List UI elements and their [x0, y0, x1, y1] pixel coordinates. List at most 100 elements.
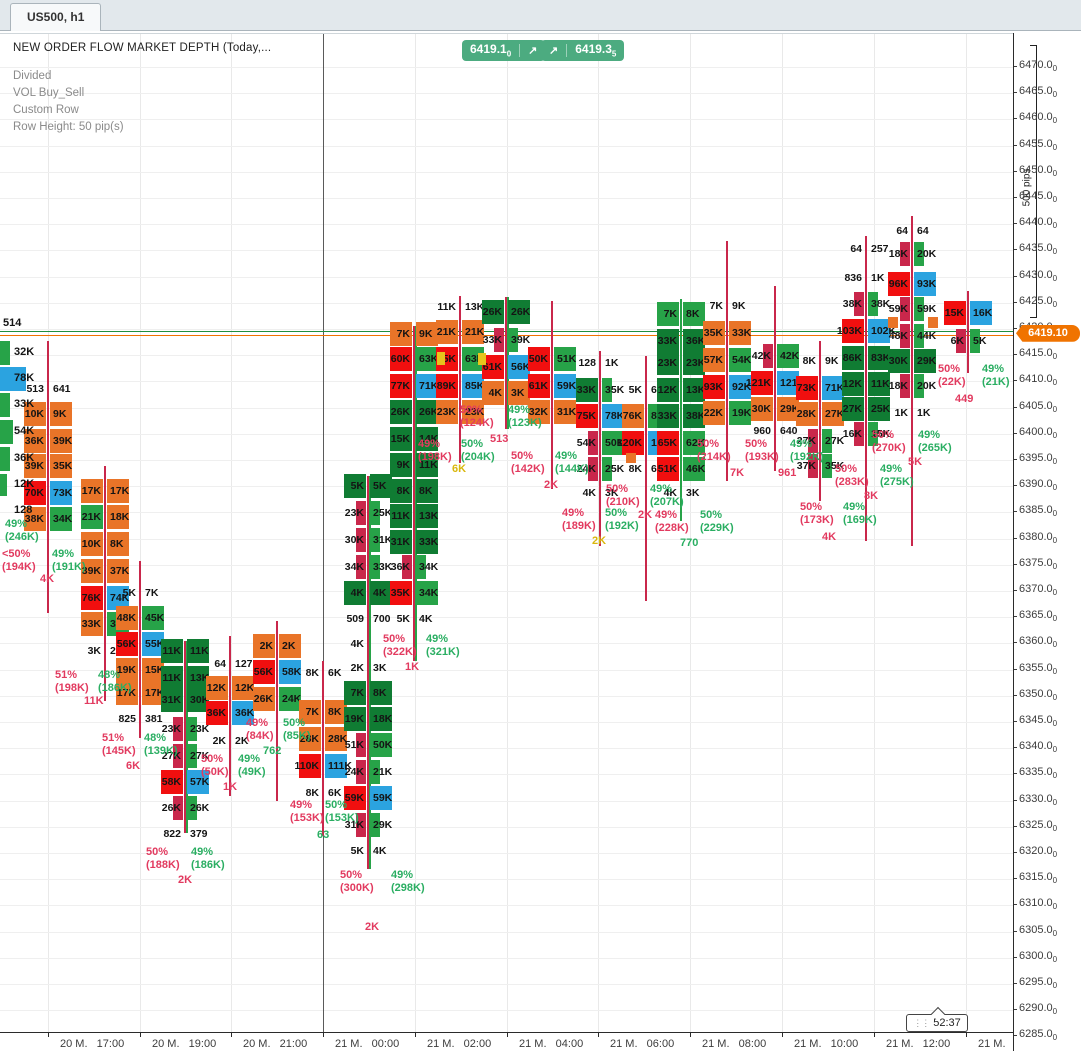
volume-cell-sell: [206, 701, 228, 725]
volume-label-sell: 836: [844, 272, 862, 284]
candle-wick: [229, 636, 231, 796]
candle-wick: [551, 301, 553, 489]
volume-label-sell: 509: [346, 613, 364, 625]
volume-cell-buy: [729, 401, 751, 425]
badge-value: 6419.10: [470, 42, 512, 59]
volume-cell-sell: [390, 347, 412, 371]
volume-cell-buy: [777, 344, 799, 368]
price-axis-tick: [1014, 197, 1017, 198]
indicator-title[interactable]: NEW ORDER FLOW MARKET DEPTH (Today,...: [13, 42, 272, 54]
candle-wick: [967, 291, 969, 373]
price-axis-tick: [1014, 956, 1017, 958]
gridline-horizontal: [0, 643, 1013, 645]
volume-label-sell: 2K: [350, 662, 364, 674]
tab-us500-h1[interactable]: US500, h1: [10, 3, 102, 31]
volume-label-sell: 76K: [622, 410, 642, 422]
price-axis-tick: [1014, 721, 1017, 722]
price-axis[interactable]: 500 pips 6470.00 6465.00 6460.00 6455.00 645…: [1013, 33, 1081, 1051]
volume-label-buy: 25K: [605, 463, 625, 475]
delta-percent-annotation: 49% (191K): [52, 548, 86, 573]
delta-percent-annotation: 48% (139K): [144, 732, 178, 757]
volume-cell-sell: [842, 372, 864, 396]
price-axis-tick: [1014, 668, 1017, 670]
gridline-horizontal: [0, 276, 1013, 278]
volume-label-buy: 8K: [419, 485, 433, 497]
volume-label-sell: 16K: [842, 428, 862, 440]
bar-countdown-tooltip[interactable]: ⋮⋮ 52:37: [906, 1006, 968, 1032]
candle-wick: [369, 476, 371, 869]
candle-wick: [819, 341, 821, 501]
candle-wick: [865, 236, 867, 541]
volume-cell-sell: [657, 378, 679, 402]
volume-label-sell: 56K: [253, 666, 273, 678]
volume-label-sell: 26K: [482, 306, 502, 318]
volume-cell-sell: [842, 346, 864, 370]
price-alert-badge[interactable]: 6419.10 ↗: [462, 40, 546, 61]
volume-cell-buy: [279, 660, 301, 684]
volume-label-buy: 28K: [328, 733, 348, 745]
volume-cell-buy: [970, 329, 980, 353]
volume-cell-sell: [356, 555, 366, 579]
volume-label-sell: 12K: [842, 378, 862, 390]
volume-label-buy: 4K: [373, 845, 387, 857]
volume-label-sell: 48K: [116, 612, 136, 624]
volume-cell-buy: [325, 700, 347, 724]
gridline-horizontal: [0, 486, 1013, 488]
delta-percent-annotation: 49% (321K): [426, 633, 460, 658]
volume-label-sell: 2K: [212, 735, 226, 747]
volume-label-sell: 960: [753, 425, 771, 437]
volume-label: 128: [14, 504, 33, 516]
volume-label-buy: 63K: [419, 353, 439, 365]
time-axis[interactable]: 20 M. 17:00 20 M. 19:00 20 M. 21:00 21 M. 0…: [0, 1032, 1013, 1051]
volume-cell: [0, 341, 10, 365]
volume-cell-buy: [508, 355, 530, 379]
price-axis-label: 6460.00: [1019, 111, 1058, 126]
volume-label-sell: 77K: [390, 380, 410, 392]
volume-label-sell: 11K: [162, 645, 181, 657]
volume-label-buy: 33K: [373, 561, 393, 573]
candle-wick: [104, 466, 106, 701]
volume-cell-sell: [390, 453, 412, 477]
candle-wick: [774, 286, 776, 471]
volume-label-sell: 5K: [350, 845, 364, 857]
price-axis-label: 6305.00: [1019, 923, 1058, 938]
delta-percent-annotation: 770: [680, 537, 699, 549]
price-axis-label: 6370.00: [1019, 582, 1058, 598]
volume-label-buy: 5K: [973, 335, 987, 347]
volume-cell-buy: [370, 501, 380, 525]
volume-cell-buy: [187, 688, 209, 712]
delta-percent-annotation: 49% (21K): [982, 363, 1010, 388]
gridline-horizontal: [0, 984, 1013, 985]
indicator-setting-mode: Divided: [13, 70, 52, 82]
volume-cell-buy: [187, 796, 197, 820]
volume-label-buy: 17K: [110, 485, 130, 497]
volume-cell-sell: [356, 501, 366, 525]
gridline-horizontal: [0, 748, 1013, 750]
time-axis-label: 20 M. 21:00: [243, 1038, 308, 1050]
volume-cell-buy: [970, 301, 992, 325]
volume-cell-sell: [703, 348, 725, 372]
volume-cell-buy: [914, 272, 936, 296]
volume-label-sell: 89K: [436, 380, 456, 392]
volume-label-buy: 59K: [373, 792, 393, 804]
volume-label-buy: 9K: [53, 408, 67, 420]
delta-percent-annotation: 762: [263, 745, 282, 757]
volume-label-sell: 9K: [396, 459, 410, 471]
volume-cell-sell: [900, 374, 910, 398]
volume-label-sell: 30K: [344, 534, 364, 546]
volume-label-sell: 36K: [206, 707, 226, 719]
volume-cell-sell: [588, 431, 598, 455]
chart-canvas[interactable]: NEW ORDER FLOW MARKET DEPTH (Today,... D…: [0, 33, 1013, 1032]
volume-label-buy: 16K: [973, 307, 993, 319]
volume-cell-buy: [729, 348, 751, 372]
price-axis-label: 6355.00: [1019, 661, 1058, 676]
volume-label-buy: 26K: [190, 802, 210, 814]
price-alert-badge[interactable]: ↗ 6419.35: [541, 40, 625, 61]
gridline-horizontal: [0, 119, 1013, 121]
price-axis-label: 6410.00: [1019, 373, 1058, 388]
price-axis-label: 6385.00: [1019, 504, 1058, 519]
volume-label-buy: 55K: [145, 638, 165, 650]
volume-cell-buy: [187, 770, 209, 794]
current-price-tag[interactable]: 6419.10: [1016, 324, 1080, 342]
volume-label-buy: 50K: [605, 437, 625, 449]
